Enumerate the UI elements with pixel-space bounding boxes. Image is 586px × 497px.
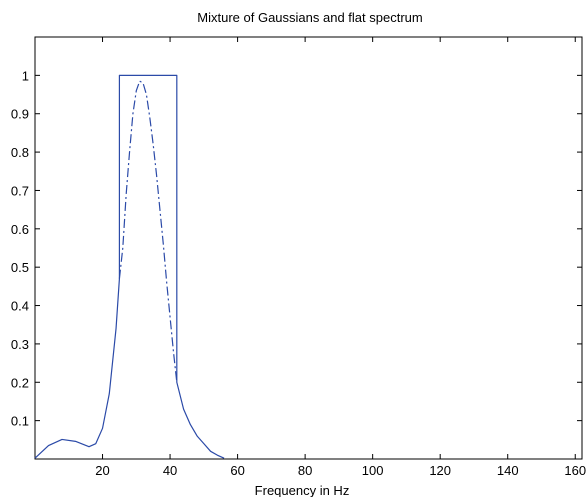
y-tick-label: 0.8 [11, 145, 29, 160]
y-tick-label: 0.9 [11, 107, 29, 122]
y-tick-label: 0.2 [11, 375, 29, 390]
x-tick-label: 160 [564, 463, 586, 478]
x-tick-label: 60 [230, 463, 244, 478]
tick-layer: 20 40 60 80 100 120 140 160 0.1 0.2 0.3 0.4 0.5 0.6 0.… [11, 37, 586, 478]
series-line-solid [34, 74, 225, 459]
y-tick-label: 0.4 [11, 299, 29, 314]
x-tick-label: 120 [429, 463, 451, 478]
y-tick-label: 0.5 [11, 260, 29, 275]
y-tick-label: 0.1 [11, 414, 29, 429]
x-tick-label: 40 [163, 463, 177, 478]
chart-title: Mixture of Gaussians and flat spectrum [197, 10, 422, 25]
y-tick-label: 0.3 [11, 337, 29, 352]
series-line-dashdot [118, 80, 178, 383]
x-axis-label: Frequency in Hz [255, 483, 350, 497]
y-tick-label: 0.7 [11, 183, 29, 198]
x-tick-label: 140 [497, 463, 519, 478]
x-tick-label: 20 [95, 463, 109, 478]
x-tick-label: 100 [362, 463, 384, 478]
y-tick-label: 0.6 [11, 222, 29, 237]
axes-box [34, 36, 583, 460]
y-tick-label: 1 [22, 68, 29, 83]
plot-area [34, 36, 583, 460]
x-tick-label: 80 [298, 463, 312, 478]
